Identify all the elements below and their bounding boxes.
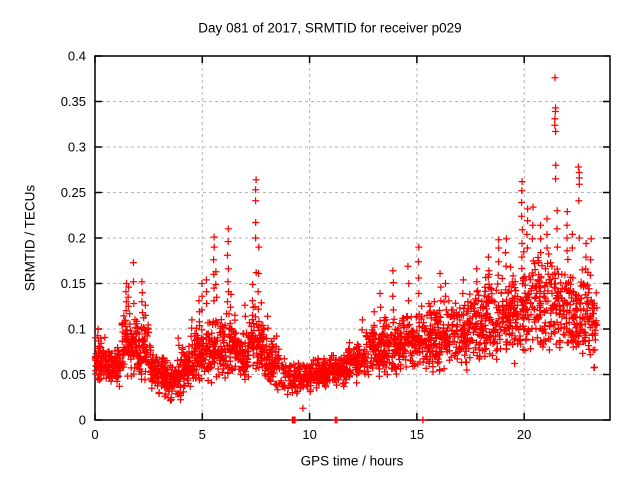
x-tick-label: 20: [517, 427, 531, 442]
y-tick-label: 0.2: [68, 231, 86, 246]
x-tick-label: 10: [302, 427, 316, 442]
x-tick-label: 15: [410, 427, 424, 442]
y-tick-label: 0.15: [61, 276, 86, 291]
x-axis-label: GPS time / hours: [300, 453, 404, 469]
y-tick-label: 0.05: [61, 367, 86, 382]
x-tick-label: 0: [91, 427, 98, 442]
chart-title: Day 081 of 2017, SRMTID for receiver p02…: [198, 20, 462, 36]
gridlines: [95, 56, 610, 420]
y-tick-label: 0.4: [68, 49, 86, 64]
y-tick-label: 0.25: [61, 185, 86, 200]
y-tick-label: 0.35: [61, 94, 86, 109]
y-axis-label: SRMTID / TECUs: [22, 184, 38, 292]
y-tick-label: 0.3: [68, 140, 86, 155]
x-tick-label: 5: [199, 427, 206, 442]
y-tick-label: 0: [79, 413, 86, 428]
y-tick-label: 0.1: [68, 322, 86, 337]
data-points: [91, 74, 601, 424]
plot-frame: [94, 55, 611, 421]
